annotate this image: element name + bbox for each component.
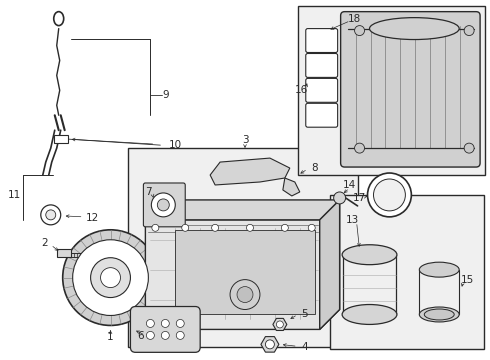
Ellipse shape [419, 262, 459, 277]
Circle shape [176, 319, 184, 328]
FancyBboxPatch shape [144, 183, 185, 227]
Text: 17: 17 [353, 193, 366, 203]
Circle shape [237, 287, 253, 302]
Circle shape [230, 280, 260, 310]
Polygon shape [283, 178, 300, 196]
Polygon shape [319, 200, 340, 329]
Polygon shape [210, 158, 290, 185]
Text: 12: 12 [86, 213, 99, 223]
Ellipse shape [342, 305, 397, 324]
Circle shape [246, 224, 253, 231]
Ellipse shape [419, 307, 459, 322]
Text: 9: 9 [162, 90, 169, 100]
Circle shape [276, 321, 283, 328]
Bar [128, 148, 358, 347]
Circle shape [147, 319, 154, 328]
Polygon shape [273, 318, 287, 330]
Text: 2: 2 [42, 238, 48, 248]
Bar [330, 195, 484, 349]
Text: 4: 4 [301, 342, 308, 352]
Circle shape [161, 332, 169, 339]
Circle shape [147, 332, 154, 339]
Bar [57, 249, 71, 257]
Circle shape [63, 230, 158, 325]
Circle shape [176, 332, 184, 339]
Text: 6: 6 [137, 332, 144, 341]
Circle shape [266, 340, 274, 349]
Bar [175, 230, 315, 315]
Text: 13: 13 [346, 215, 359, 225]
Polygon shape [146, 200, 340, 220]
Circle shape [73, 240, 148, 315]
Text: 8: 8 [312, 163, 318, 173]
Circle shape [161, 319, 169, 328]
Circle shape [91, 258, 130, 298]
FancyBboxPatch shape [341, 12, 480, 167]
Circle shape [281, 224, 288, 231]
FancyBboxPatch shape [130, 306, 200, 352]
Text: 3: 3 [242, 135, 248, 145]
Text: 14: 14 [343, 180, 356, 190]
Circle shape [212, 224, 219, 231]
FancyBboxPatch shape [306, 78, 338, 102]
Circle shape [152, 224, 159, 231]
Circle shape [182, 224, 189, 231]
Text: 1: 1 [107, 332, 114, 342]
Circle shape [464, 26, 474, 36]
Bar [298, 6, 485, 175]
Circle shape [100, 268, 121, 288]
Circle shape [41, 205, 61, 225]
Circle shape [151, 193, 175, 217]
Text: 7: 7 [145, 187, 152, 197]
Circle shape [464, 143, 474, 153]
Circle shape [157, 199, 169, 211]
Ellipse shape [369, 18, 459, 40]
Polygon shape [146, 200, 340, 329]
Ellipse shape [342, 245, 397, 265]
Circle shape [373, 179, 405, 211]
Polygon shape [261, 337, 279, 352]
Text: 16: 16 [295, 85, 308, 95]
Circle shape [355, 143, 365, 153]
FancyBboxPatch shape [306, 28, 338, 53]
Circle shape [334, 192, 345, 204]
Text: 15: 15 [461, 275, 474, 285]
Circle shape [355, 26, 365, 36]
FancyBboxPatch shape [306, 103, 338, 127]
Ellipse shape [424, 309, 454, 320]
Text: 18: 18 [348, 14, 361, 24]
Text: 5: 5 [301, 310, 308, 319]
Text: 10: 10 [169, 140, 182, 150]
Circle shape [308, 224, 315, 231]
Circle shape [368, 173, 412, 217]
Text: 11: 11 [8, 190, 22, 200]
FancyBboxPatch shape [306, 54, 338, 77]
Bar [54, 135, 68, 143]
Circle shape [46, 210, 56, 220]
